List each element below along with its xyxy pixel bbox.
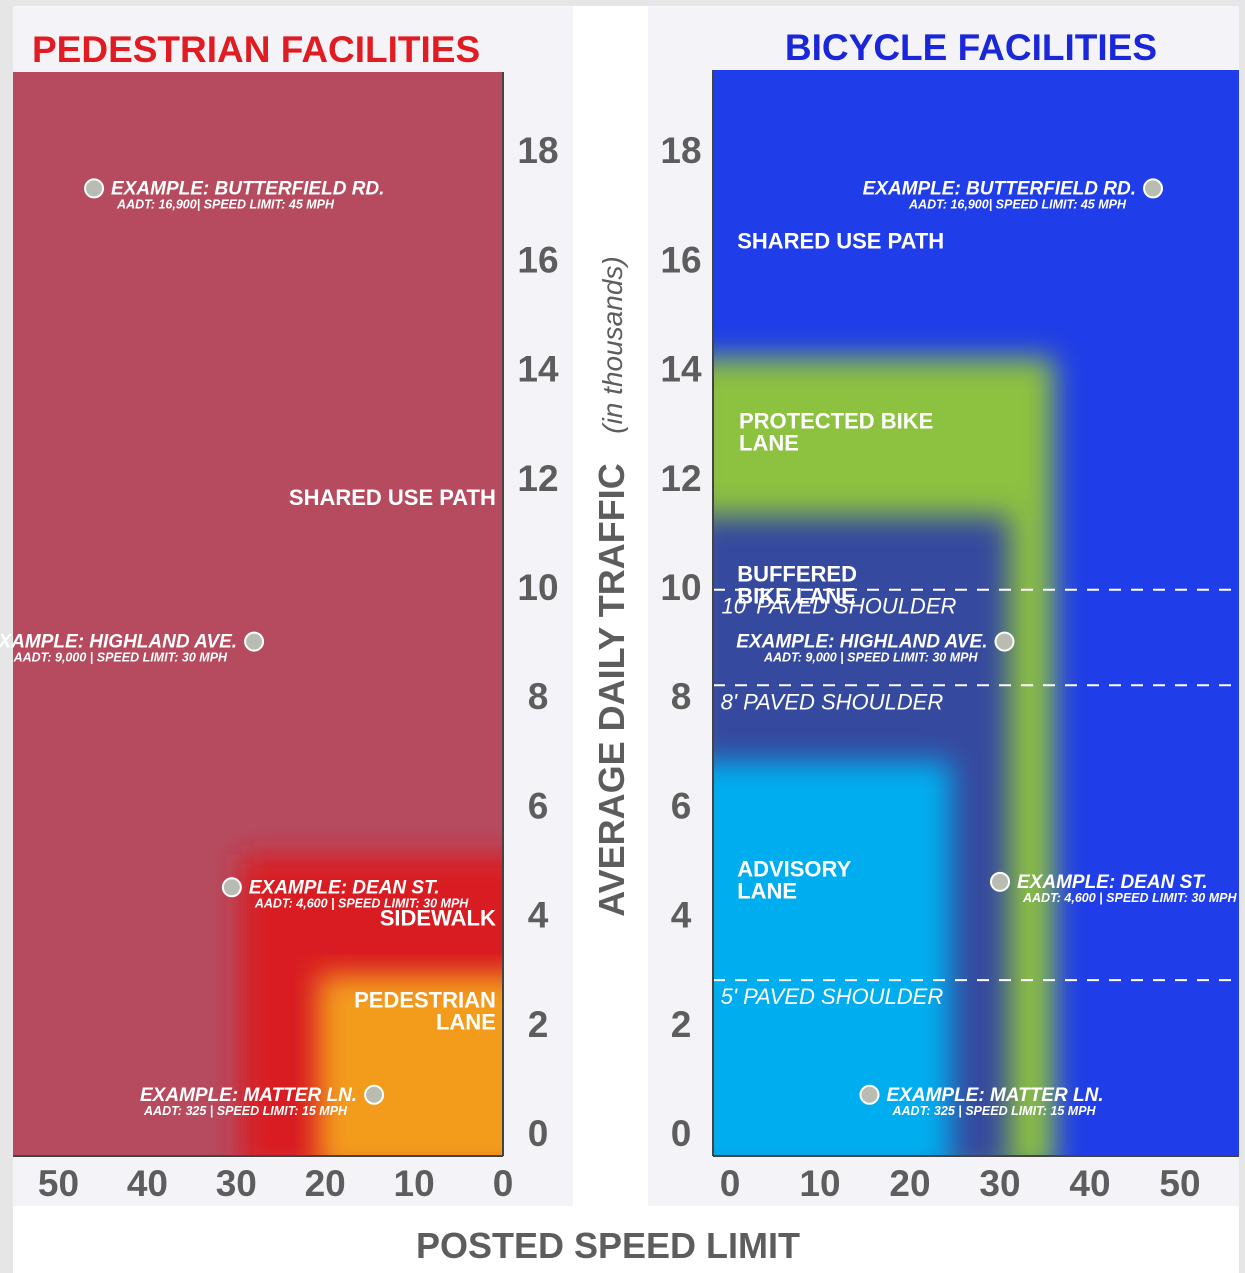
zone-label-line: SIDEWALK — [380, 906, 496, 931]
y-tick-label: 2 — [671, 1004, 692, 1045]
y-tick-label: 12 — [517, 458, 558, 499]
y-tick-label: 16 — [660, 239, 701, 280]
zone-label-shared_use_path: SHARED USE PATH — [289, 485, 496, 510]
example-detail: AADT: 16,900| SPEED LIMIT: 45 MPH — [116, 197, 335, 211]
y-tick-label: 10 — [517, 567, 558, 608]
example-detail: AADT: 9,000 | SPEED LIMIT: 30 MPH — [13, 651, 228, 665]
threshold-label: 8' PAVED SHOULDER — [721, 689, 944, 714]
zone-label-buffered_bike_lane: BUFFERED BIKE LANE — [737, 562, 857, 609]
example-name: EXAMPLE: MATTER LN. — [887, 1085, 1104, 1106]
zone-label-pedestrian_lane: PEDESTRIAN LANE — [354, 987, 496, 1034]
x-tick-label: 30 — [979, 1163, 1020, 1204]
example-name: EXAMPLE: MATTER LN. — [140, 1085, 357, 1106]
example-detail: AADT: 4,600 | SPEED LIMIT: 30 MPH — [1022, 891, 1237, 905]
y-tick-label: 16 — [517, 239, 558, 280]
zone-label-protected_bike_lane: PROTECTED BIKE LANE — [739, 409, 933, 456]
zone-pedestrian_lane — [318, 974, 503, 1156]
x-tick-label: 40 — [127, 1163, 168, 1204]
zone-label-line: PEDESTRIAN — [354, 987, 496, 1012]
example-name: EXAMPLE: HIGHLAND AVE. — [0, 632, 237, 653]
example-detail: AADT: 16,900| SPEED LIMIT: 45 MPH — [908, 197, 1127, 211]
zone-label-sidewalk: SIDEWALK — [380, 906, 496, 931]
example-detail: AADT: 325 | SPEED LIMIT: 15 MPH — [143, 1104, 348, 1118]
example-name: EXAMPLE: DEAN ST. — [249, 877, 440, 898]
example-name: EXAMPLE: BUTTERFIELD RD. — [863, 178, 1136, 199]
zone-label-line: BUFFERED — [737, 562, 857, 587]
x-tick-label: 50 — [1159, 1163, 1200, 1204]
y-tick-label: 8 — [671, 676, 692, 717]
y-tick-label: 18 — [660, 130, 701, 171]
example-detail: AADT: 4,600 | SPEED LIMIT: 30 MPH — [254, 896, 469, 910]
threshold-label: 5' PAVED SHOULDER — [721, 984, 944, 1009]
example-point — [364, 1084, 385, 1105]
pedestrian-x-ticks: 50 40 30 20 10 0 — [38, 1163, 513, 1204]
example-name: EXAMPLE: BUTTERFIELD RD. — [111, 178, 384, 199]
x-tick-label: 40 — [1069, 1163, 1110, 1204]
example-detail: AADT: 325 | SPEED LIMIT: 15 MPH — [892, 1104, 1097, 1118]
zone-label-line: SHARED USE PATH — [289, 485, 496, 510]
x-tick-label: 30 — [216, 1163, 257, 1204]
example-point — [994, 631, 1015, 652]
y-tick-label: 4 — [671, 895, 692, 936]
bicycle-chart-title: BICYCLE FACILITIES — [785, 27, 1157, 68]
y-tick-label: 0 — [528, 1113, 549, 1154]
example-point — [244, 631, 265, 652]
y-tick-label: 4 — [528, 895, 549, 936]
bicycle-x-ticks: 0 10 20 30 40 50 — [720, 1163, 1201, 1204]
example-name: EXAMPLE: HIGHLAND AVE. — [736, 632, 987, 653]
x-axis-title: POSTED SPEED LIMIT — [416, 1225, 800, 1266]
x-tick-label: 20 — [305, 1163, 346, 1204]
example-point — [221, 877, 242, 898]
zone-advisory_lane — [713, 761, 951, 1156]
zone-label-shared_use_path: SHARED USE PATH — [737, 228, 944, 253]
y-tick-label: 6 — [528, 785, 549, 826]
x-tick-label: 10 — [394, 1163, 435, 1204]
y-tick-label: 14 — [660, 349, 702, 390]
y-tick-label: 8 — [528, 676, 549, 717]
y-tick-label: 0 — [671, 1113, 692, 1154]
threshold-label: 10' PAVED SHOULDER — [722, 594, 957, 619]
y-axis-title: AVERAGE DAILY TRAFFIC — [591, 463, 632, 916]
zone-label-line: LANE — [739, 431, 799, 456]
zone-label-line: BIKE LANE — [737, 584, 856, 609]
bicycle-plot-area — [713, 70, 1239, 1156]
y-tick-label: 12 — [660, 458, 701, 499]
example-point — [990, 871, 1010, 892]
x-tick-label: 0 — [493, 1163, 514, 1204]
y-tick-label: 6 — [671, 785, 692, 826]
x-tick-label: 0 — [720, 1163, 741, 1204]
example-point — [859, 1084, 880, 1105]
pedestrian-annotations: SHARED USE PATH SIDEWALK PEDESTRIAN LANE EXA… — [0, 178, 496, 1118]
example-point — [1143, 178, 1163, 199]
pedestrian-y-ticks: 18 16 14 12 10 8 6 4 2 0 — [517, 130, 559, 1154]
y-tick-label: 18 — [517, 130, 558, 171]
zone-label-advisory_lane: ADVISORY LANE — [737, 856, 851, 903]
x-tick-label: 50 — [38, 1163, 79, 1204]
example-name: EXAMPLE: DEAN ST. — [1017, 872, 1208, 893]
y-axis-subtitle: (in thousands) — [597, 256, 628, 433]
pedestrian-chart-title: PEDESTRIAN FACILITIES — [32, 29, 480, 70]
bicycle-y-ticks: 18 16 14 12 10 8 6 4 2 0 — [660, 130, 702, 1154]
zone-label-line: SHARED USE PATH — [737, 228, 944, 253]
zone-label-line: PROTECTED BIKE — [739, 409, 933, 434]
zone-label-line: LANE — [737, 878, 797, 903]
example-detail: AADT: 9,000 | SPEED LIMIT: 30 MPH — [763, 651, 978, 665]
zone-label-line: LANE — [436, 1009, 496, 1034]
x-tick-label: 20 — [889, 1163, 930, 1204]
pedestrian-plot-area — [13, 72, 503, 1156]
y-tick-label: 10 — [660, 567, 701, 608]
x-tick-label: 10 — [799, 1163, 840, 1204]
zone-label-line: ADVISORY — [737, 856, 851, 881]
y-tick-label: 2 — [528, 1004, 549, 1045]
example-point — [84, 178, 105, 199]
y-tick-label: 14 — [517, 349, 559, 390]
